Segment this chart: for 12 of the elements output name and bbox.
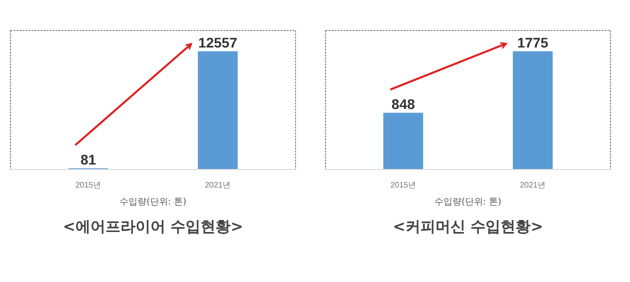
x-tick-label: 2021년 xyxy=(520,180,546,190)
text: <커피머신 수입현황> xyxy=(392,218,544,236)
data-label: 81 xyxy=(80,152,96,168)
text: <에어프라이어 수입현황> xyxy=(62,218,244,236)
data-label: 12557 xyxy=(198,34,238,51)
x-axis-title: 수입량(단위: 톤) xyxy=(120,198,186,208)
data-label: 1775 xyxy=(517,34,549,51)
x-tick-label: 2015년 xyxy=(75,180,102,190)
x-axis-title: 수입량(단위: 톤) xyxy=(434,198,502,208)
data-label: 848 xyxy=(392,96,416,112)
x-tick-label: 2021년 xyxy=(204,180,231,190)
x-tick-label: 2015년 xyxy=(390,180,416,190)
